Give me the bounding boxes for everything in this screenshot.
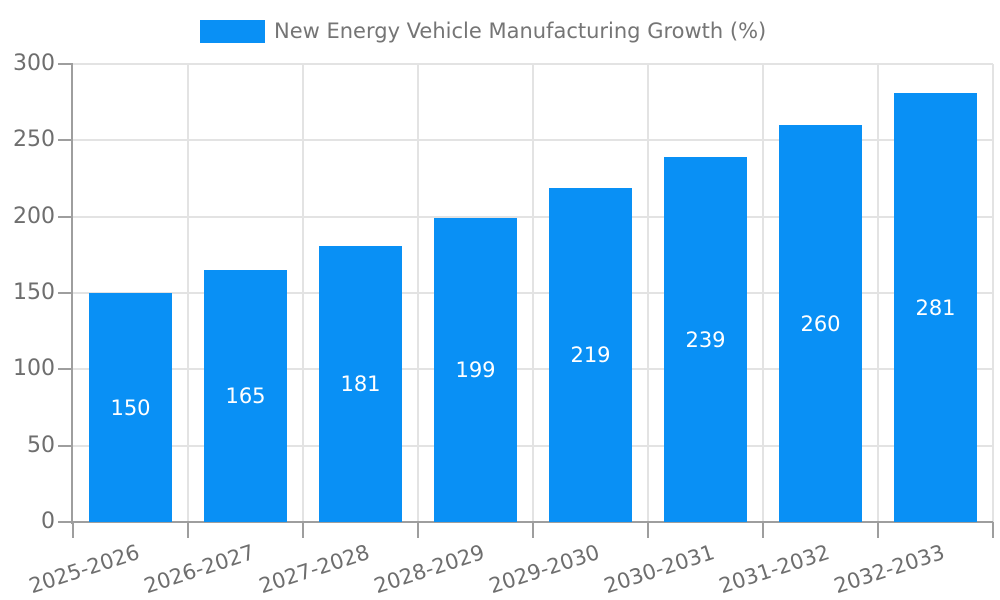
x-tick-label-2028-2029: 2028-2029 [370, 540, 487, 599]
bar-value-2029-2030: 219 [570, 342, 611, 367]
x-tick-4 [532, 522, 534, 538]
x-tick-6 [762, 522, 764, 538]
x-tick-1 [187, 522, 189, 538]
x-gridline-1 [187, 64, 189, 522]
x-tick-0 [72, 522, 74, 538]
bar-2029-2030[interactable] [549, 187, 632, 522]
y-tick-label-300: 300 [13, 51, 55, 76]
y-tick-300 [58, 63, 73, 65]
x-gridline-3 [417, 64, 419, 522]
x-gridline-5 [647, 64, 649, 522]
x-tick-7 [877, 522, 879, 538]
x-gridline-7 [877, 64, 879, 522]
x-tick-8 [992, 522, 994, 538]
bar-value-2028-2029: 199 [455, 358, 496, 383]
bar-value-2031-2032: 260 [800, 311, 841, 336]
bar-2025-2026[interactable] [89, 293, 172, 522]
y-tick-label-250: 250 [13, 127, 55, 153]
bar-value-2027-2028: 181 [340, 371, 381, 396]
y-axis-line [71, 64, 73, 524]
y-tick-100 [58, 368, 73, 371]
legend-label: New Energy Vehicle Manufacturing Growth … [274, 19, 767, 43]
legend-swatch[interactable] [200, 20, 265, 43]
x-axis-line [58, 521, 993, 523]
y-tick-0 [58, 521, 73, 523]
bar-2028-2029[interactable] [434, 218, 517, 522]
y-tick-50 [58, 444, 73, 447]
bar-value-2026-2027: 165 [225, 384, 266, 409]
x-tick-2 [302, 522, 304, 538]
bar-value-2030-2031: 239 [685, 327, 726, 352]
y-tick-250 [58, 139, 73, 142]
bar-value-2025-2026: 150 [110, 395, 151, 420]
bar-2027-2028[interactable] [319, 245, 402, 522]
x-gridline-2 [302, 64, 304, 522]
x-tick-5 [647, 522, 649, 538]
y-tick-label-100: 100 [13, 356, 55, 382]
y-tick-label-150: 150 [13, 280, 55, 305]
x-gridline-4 [532, 64, 534, 522]
x-tick-label-2031-2032: 2031-2032 [715, 540, 832, 599]
legend[interactable]: New Energy Vehicle Manufacturing Growth … [200, 20, 766, 43]
bar-2031-2032[interactable] [779, 125, 862, 522]
bar-value-2032-2033: 281 [915, 295, 956, 320]
x-tick-label-2025-2026: 2025-2026 [25, 540, 142, 599]
y-tick-150 [58, 292, 73, 294]
y-tick-label-50: 50 [27, 432, 55, 458]
x-gridline-6 [762, 64, 764, 522]
bar-2030-2031[interactable] [664, 157, 747, 522]
x-tick-label-2029-2030: 2029-2030 [485, 540, 602, 599]
y-tick-label-0: 0 [41, 509, 55, 534]
x-tick-label-2032-2033: 2032-2033 [830, 540, 947, 599]
x-gridline-8 [992, 64, 994, 522]
y-tick-200 [58, 215, 73, 218]
bar-2026-2027[interactable] [204, 270, 287, 522]
x-tick-3 [417, 522, 419, 538]
x-tick-label-2030-2031: 2030-2031 [600, 540, 717, 599]
y-tick-label-200: 200 [13, 203, 55, 229]
x-tick-label-2026-2027: 2026-2027 [140, 540, 257, 599]
x-tick-label-2027-2028: 2027-2028 [255, 540, 372, 599]
bar-2032-2033[interactable] [894, 93, 977, 522]
